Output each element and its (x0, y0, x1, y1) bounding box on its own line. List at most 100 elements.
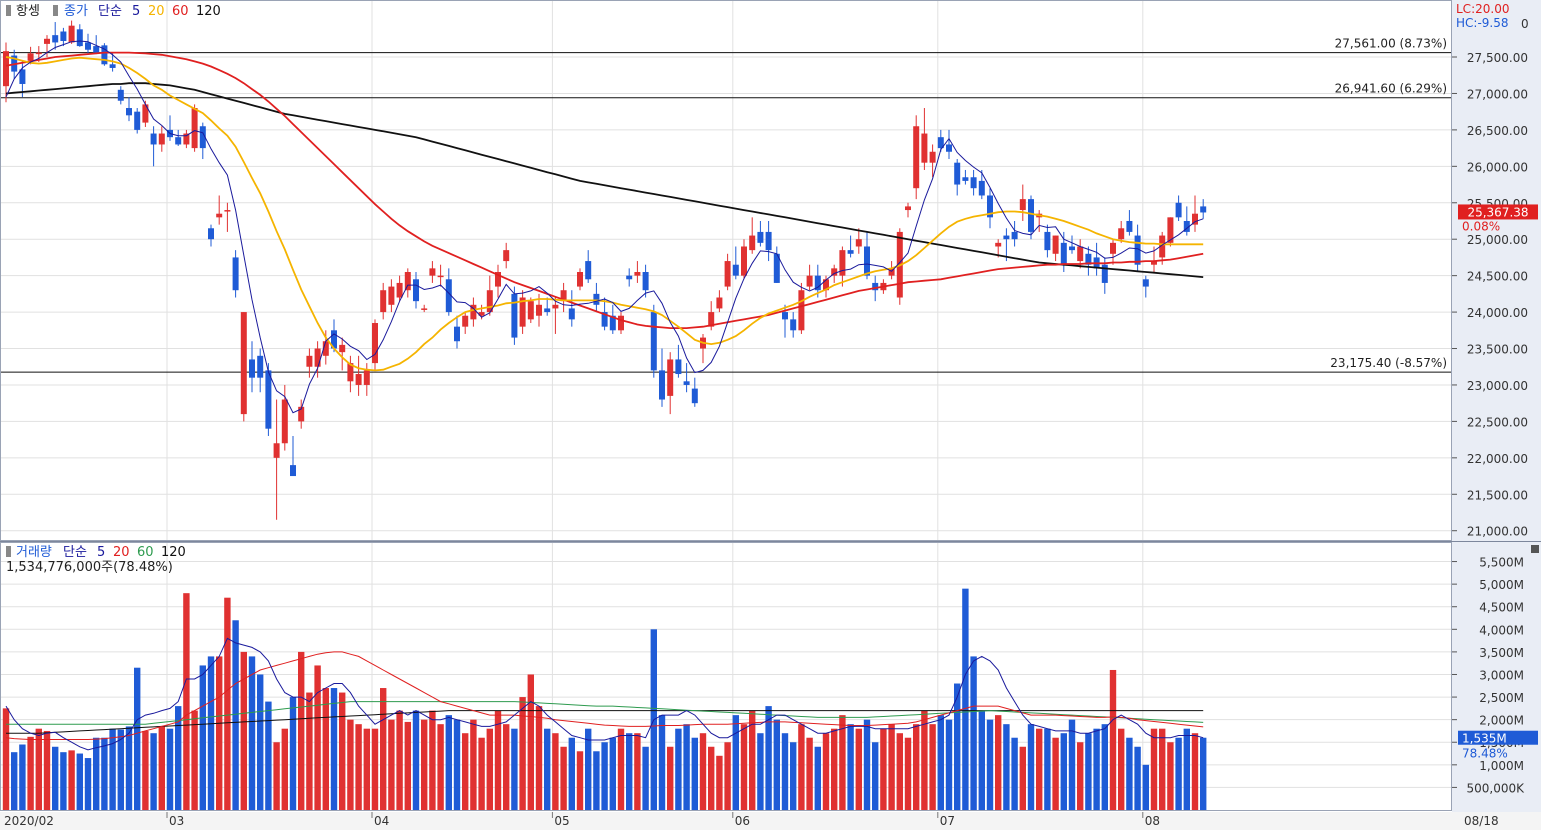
current-price-marker (1458, 204, 1538, 220)
price-legend[interactable]: 종가 단순 5 20 60 120 (64, 4, 221, 19)
candle-body (839, 250, 846, 276)
volume-bar (757, 733, 764, 810)
candle-body (216, 213, 223, 218)
panel-menu-icon[interactable] (1531, 545, 1539, 553)
candle-body (339, 344, 346, 353)
volume-bar (822, 733, 830, 810)
candle-body (109, 64, 116, 68)
price-legend-item: 5 (132, 4, 140, 19)
volume-bar (1191, 733, 1199, 810)
volume-bar (207, 656, 215, 810)
candle-body (634, 272, 641, 276)
candle-body (281, 399, 288, 444)
volume-bar (814, 746, 821, 810)
x-tick-label: 07 (940, 814, 955, 828)
candle-body (486, 290, 493, 313)
candle-body (675, 359, 682, 375)
volume-bar (626, 733, 633, 810)
volume-bar (1134, 746, 1141, 810)
volume-ma120-line (6, 710, 1204, 734)
candle-body (1192, 213, 1198, 225)
candle-body (937, 137, 944, 149)
price-tick-label: 24,500.00 (1467, 270, 1528, 284)
volume-bar (494, 710, 502, 810)
volume-tick-label: 4,000M (1479, 623, 1524, 637)
volume-bar (872, 742, 879, 810)
candle-body (19, 69, 26, 84)
price-tick-label: 23,500.00 (1467, 343, 1528, 357)
candle-body (273, 443, 280, 458)
volume-legend[interactable]: 거래량 단순 5 20 60 120 (16, 545, 186, 560)
price-tick-label: 21,000.00 (1467, 525, 1528, 539)
x-tick-label: 06 (735, 814, 750, 828)
volume-bar (101, 737, 108, 810)
candle-body (806, 275, 813, 287)
volume-bar (806, 737, 813, 810)
volume-bar (437, 724, 444, 810)
volume-bar (716, 755, 723, 810)
candle-body (224, 210, 231, 212)
volume-bar (699, 733, 707, 810)
panel-handle-icon[interactable] (6, 5, 11, 16)
candle-body (1167, 217, 1174, 243)
volume-bar (470, 719, 477, 810)
volume-bar (839, 715, 846, 810)
volume-bar (1027, 724, 1035, 810)
candle-body (298, 406, 305, 422)
volume-bar (962, 588, 969, 810)
volume-bar (1167, 742, 1174, 810)
volume-panel-handle-icon[interactable] (6, 546, 11, 557)
candle-body (560, 290, 567, 302)
volume-legend-item: 5 (97, 545, 105, 560)
volume-bar (158, 726, 165, 810)
volume-tick-label: 1,000M (1479, 759, 1524, 773)
candle-body (929, 151, 936, 163)
volume-bar (199, 665, 206, 810)
volume-info: 1,534,776,000주(78.48%) (6, 560, 173, 575)
candle-body (85, 42, 91, 50)
candle-body (454, 326, 460, 342)
volume-bar (913, 724, 920, 810)
volume-bar (150, 733, 157, 810)
candle-body (921, 133, 928, 163)
candle-body (970, 177, 977, 189)
volume-legend-item: 20 (113, 545, 130, 560)
price-tick-label: 27,000.00 (1467, 87, 1528, 101)
volume-bar (216, 656, 223, 810)
reference-line-label: 26,941.60 (6.29%) (1335, 82, 1447, 96)
volume-bar (11, 752, 18, 810)
volume-bar (749, 710, 756, 810)
candle-body (388, 286, 395, 305)
current-change-label: 0.08% (1462, 219, 1500, 233)
candle-body (527, 301, 534, 320)
candle-body (1003, 235, 1010, 240)
volume-bar (240, 651, 247, 810)
candle-body (691, 388, 698, 404)
candle-body (1142, 279, 1149, 287)
volume-bar (880, 728, 887, 810)
candle-body (716, 297, 723, 309)
price-tick-label: 21,500.00 (1467, 488, 1528, 502)
y-axis-panel (1452, 0, 1541, 830)
volume-bars (2, 588, 1207, 810)
x-tick-label: 05 (554, 814, 569, 828)
candle-body (322, 341, 329, 356)
candle-body (790, 319, 797, 331)
volume-bar (371, 728, 379, 810)
volume-bar (675, 728, 682, 810)
volume-bar (544, 728, 551, 810)
volume-bar (330, 688, 338, 810)
volume-bar (478, 737, 485, 810)
price-tick-label: 22,500.00 (1467, 415, 1528, 429)
candle-body (1077, 246, 1084, 262)
candle-body (741, 246, 747, 276)
candle-body (68, 25, 75, 43)
moving-averages (5, 40, 1204, 414)
candles (3, 20, 1207, 520)
candle-body (76, 29, 83, 47)
volume-bar (248, 656, 256, 810)
volume-bar (781, 733, 789, 810)
candle-body (257, 355, 264, 378)
